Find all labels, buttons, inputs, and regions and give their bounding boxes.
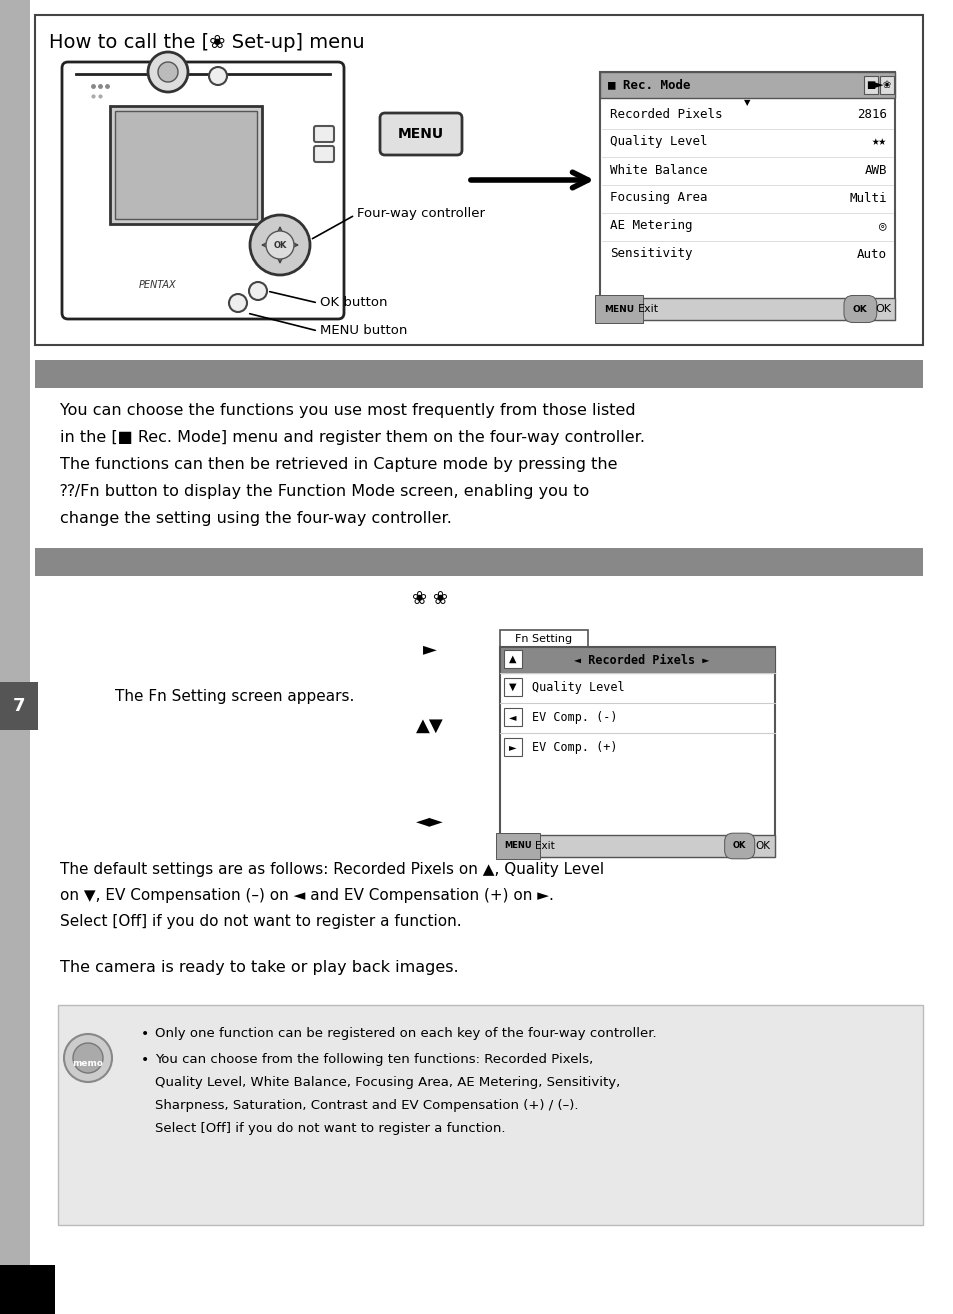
FancyBboxPatch shape: [110, 106, 262, 223]
Text: Fn Setting: Fn Setting: [515, 633, 572, 644]
FancyBboxPatch shape: [863, 76, 877, 95]
FancyBboxPatch shape: [35, 548, 923, 576]
Text: ◄ Recorded Pixels ►: ◄ Recorded Pixels ►: [574, 653, 709, 666]
Text: ❀ ❀: ❀ ❀: [412, 590, 448, 608]
Text: ►: ►: [874, 80, 882, 89]
FancyBboxPatch shape: [499, 646, 774, 857]
Text: Quality Level: Quality Level: [532, 681, 624, 694]
FancyBboxPatch shape: [879, 76, 893, 95]
Text: The functions can then be retrieved in Capture mode by pressing the: The functions can then be retrieved in C…: [60, 457, 617, 472]
FancyBboxPatch shape: [503, 708, 521, 727]
Text: White Balance: White Balance: [609, 163, 707, 176]
Text: ►: ►: [509, 742, 517, 752]
FancyBboxPatch shape: [314, 146, 334, 162]
Text: MENU button: MENU button: [319, 325, 407, 338]
Text: ◄►: ◄►: [416, 812, 443, 830]
Text: in the [■ Rec. Mode] menu and register them on the four-way controller.: in the [■ Rec. Mode] menu and register t…: [60, 430, 644, 445]
FancyBboxPatch shape: [379, 113, 461, 155]
Text: You can choose from the following ten functions: Recorded Pixels,: You can choose from the following ten fu…: [154, 1053, 593, 1066]
Text: PENTAX: PENTAX: [139, 280, 176, 290]
Text: 7: 7: [12, 696, 25, 715]
FancyBboxPatch shape: [0, 682, 38, 731]
FancyBboxPatch shape: [35, 360, 923, 388]
FancyBboxPatch shape: [62, 62, 344, 319]
Text: Only one function can be registered on each key of the four-way controller.: Only one function can be registered on e…: [154, 1028, 656, 1039]
Text: OK: OK: [732, 841, 745, 850]
Circle shape: [266, 231, 294, 259]
Text: OK: OK: [273, 240, 287, 250]
FancyBboxPatch shape: [58, 1005, 923, 1225]
FancyBboxPatch shape: [503, 738, 521, 756]
Text: You can choose the functions you use most frequently from those listed: You can choose the functions you use mos…: [60, 403, 635, 418]
Text: ■: ■: [865, 80, 875, 89]
Text: Select [Off] if you do not want to register a function.: Select [Off] if you do not want to regis…: [154, 1122, 505, 1135]
Text: Four-way controller: Four-way controller: [356, 206, 484, 219]
Circle shape: [158, 62, 178, 81]
Circle shape: [250, 215, 310, 275]
Text: OK button: OK button: [319, 297, 387, 310]
Text: ■ Rec. Mode: ■ Rec. Mode: [607, 79, 690, 92]
Text: 2816: 2816: [856, 108, 886, 121]
Text: ◎: ◎: [879, 219, 886, 233]
Text: •: •: [141, 1028, 149, 1041]
Circle shape: [64, 1034, 112, 1081]
FancyBboxPatch shape: [499, 834, 774, 857]
Text: ▼: ▼: [743, 99, 749, 106]
FancyBboxPatch shape: [314, 126, 334, 142]
Text: change the setting using the four-way controller.: change the setting using the four-way co…: [60, 511, 452, 526]
Text: The Fn Setting screen appears.: The Fn Setting screen appears.: [115, 690, 354, 704]
Text: MENU: MENU: [397, 127, 443, 141]
Text: ▲: ▲: [509, 654, 517, 664]
Text: How to call the [❀ Set-up] menu: How to call the [❀ Set-up] menu: [49, 33, 364, 53]
Text: ▼: ▼: [509, 682, 517, 692]
Text: OK: OK: [754, 841, 769, 851]
Text: memo: memo: [72, 1059, 103, 1067]
Text: Select [Off] if you do not want to register a function.: Select [Off] if you do not want to regis…: [60, 915, 461, 929]
Text: OK: OK: [874, 304, 890, 314]
FancyBboxPatch shape: [599, 298, 894, 321]
FancyBboxPatch shape: [499, 646, 774, 673]
Text: Quality Level: Quality Level: [609, 135, 707, 148]
Circle shape: [148, 53, 188, 92]
Text: MENU: MENU: [603, 305, 634, 314]
Text: ◄: ◄: [509, 712, 517, 721]
Circle shape: [209, 67, 227, 85]
FancyBboxPatch shape: [503, 650, 521, 668]
Text: ★★: ★★: [871, 135, 886, 148]
Text: Exit: Exit: [535, 841, 554, 851]
Text: Sensitivity: Sensitivity: [609, 247, 692, 260]
FancyBboxPatch shape: [503, 678, 521, 696]
FancyBboxPatch shape: [115, 110, 256, 219]
FancyBboxPatch shape: [599, 72, 894, 321]
Text: EV Comp. (+): EV Comp. (+): [532, 741, 617, 753]
Text: Focusing Area: Focusing Area: [609, 192, 707, 205]
Text: The default settings are as follows: Recorded Pixels on ▲, Quality Level: The default settings are as follows: Rec…: [60, 862, 603, 876]
FancyBboxPatch shape: [499, 629, 587, 648]
Text: OK: OK: [852, 305, 867, 314]
Text: Sharpness, Saturation, Contrast and EV Compensation (+) / (–).: Sharpness, Saturation, Contrast and EV C…: [154, 1099, 578, 1112]
Text: •: •: [141, 1053, 149, 1067]
FancyBboxPatch shape: [35, 14, 923, 346]
Text: EV Comp. (-): EV Comp. (-): [532, 711, 617, 724]
Text: on ▼, EV Compensation (–) on ◄ and EV Compensation (+) on ►.: on ▼, EV Compensation (–) on ◄ and EV Co…: [60, 888, 554, 903]
Text: ▲▼: ▲▼: [416, 717, 443, 735]
Text: The camera is ready to take or play back images.: The camera is ready to take or play back…: [60, 961, 458, 975]
Text: ❀: ❀: [882, 80, 890, 89]
Text: Recorded Pixels: Recorded Pixels: [609, 108, 721, 121]
FancyBboxPatch shape: [0, 0, 30, 1314]
Circle shape: [73, 1043, 103, 1074]
Text: Exit: Exit: [638, 304, 659, 314]
FancyBboxPatch shape: [599, 72, 894, 99]
Text: ►: ►: [422, 640, 436, 658]
Text: MENU: MENU: [503, 841, 531, 850]
Text: AWB: AWB: [863, 163, 886, 176]
Text: ⁇/Fn button to display the Function Mode screen, enabling you to: ⁇/Fn button to display the Function Mode…: [60, 484, 589, 499]
FancyBboxPatch shape: [0, 1265, 55, 1314]
Text: Auto: Auto: [856, 247, 886, 260]
Text: AE Metering: AE Metering: [609, 219, 692, 233]
Circle shape: [229, 294, 247, 311]
Text: Multi: Multi: [848, 192, 886, 205]
Text: Quality Level, White Balance, Focusing Area, AE Metering, Sensitivity,: Quality Level, White Balance, Focusing A…: [154, 1076, 619, 1089]
Circle shape: [249, 283, 267, 300]
